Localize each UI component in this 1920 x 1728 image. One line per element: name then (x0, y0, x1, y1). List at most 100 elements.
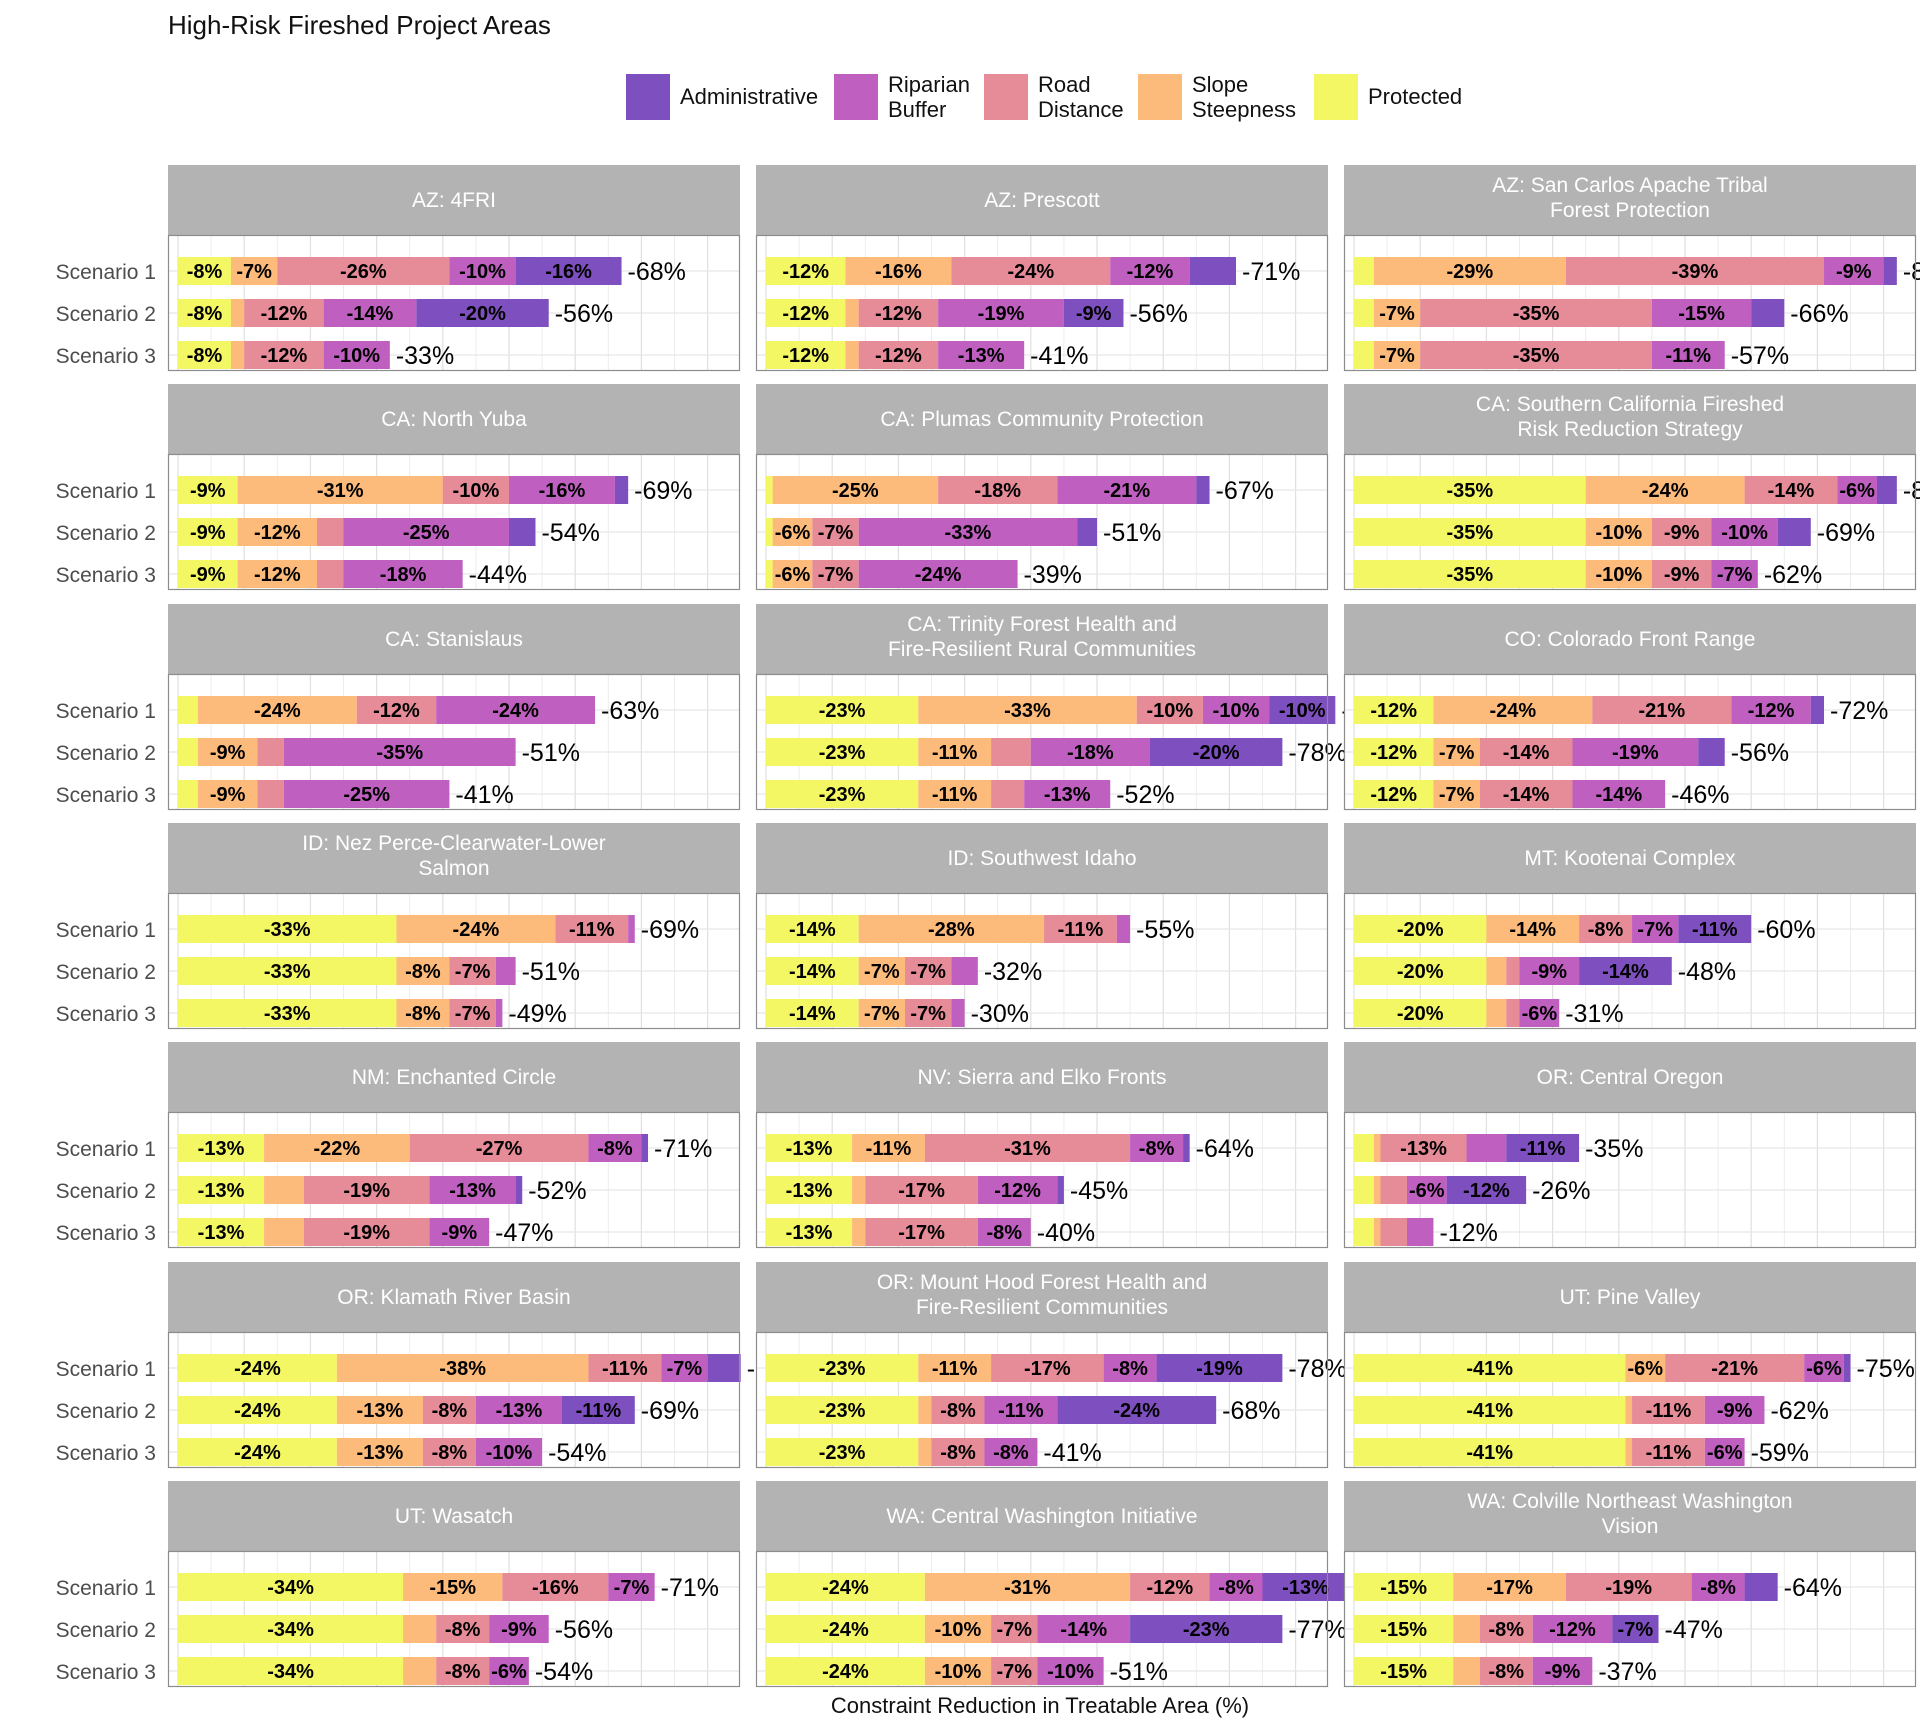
legend-swatch-protected (1314, 74, 1358, 120)
bar-segment-road (1479, 738, 1573, 766)
bar-segment-road (422, 1438, 476, 1466)
facet-strip (756, 165, 1328, 235)
segment-label: -24% (822, 1661, 869, 1683)
segment-label: -11% (569, 919, 615, 941)
bar-segment-road (257, 738, 284, 766)
bar-segment-road (991, 1657, 1038, 1685)
facet-strip (168, 604, 740, 674)
bar-segment-protected (178, 696, 198, 724)
bar-segment-slope (1486, 999, 1507, 1027)
bar-segment-road (449, 999, 496, 1027)
segment-label: -10% (1595, 522, 1642, 544)
total-label: -63% (601, 697, 659, 725)
bar-segment-road (931, 1396, 985, 1424)
segment-label: -7% (1618, 1619, 1654, 1641)
segment-label: -13% (357, 1442, 404, 1464)
row-label: Scenario 2 (56, 1619, 156, 1642)
segment-label: -6% (1839, 480, 1875, 502)
total-label: -75% (1857, 1355, 1915, 1383)
bar-segment-riparian (475, 1438, 543, 1466)
bar-segment-protected (178, 1176, 265, 1204)
segment-label: -27% (476, 1138, 523, 1160)
segment-label: -8% (1488, 1619, 1524, 1641)
total-label: -51% (522, 958, 580, 986)
bar-segment-slope (918, 1354, 992, 1382)
bar-segment-slope (1585, 560, 1652, 588)
bar-segment-protected (1354, 560, 1586, 588)
total-label: -49% (508, 1000, 566, 1028)
bar-segment-slope (197, 780, 258, 808)
total-label: -54% (535, 1658, 593, 1686)
segment-label: -14% (789, 919, 836, 941)
segment-label: -15% (1380, 1577, 1427, 1599)
segment-label: -8% (1112, 1358, 1148, 1380)
total-label: -32% (984, 958, 1042, 986)
total-label: -39% (1024, 561, 1082, 589)
segment-label: -22% (314, 1138, 361, 1160)
segment-label: -24% (234, 1442, 281, 1464)
total-label: -37% (1598, 1658, 1656, 1686)
total-label: -82% (1903, 258, 1920, 286)
bar-segment-protected (1354, 738, 1434, 766)
segment-label: -14% (1509, 919, 1556, 941)
bar-segment-protected (766, 915, 859, 943)
segment-label: -8% (1588, 919, 1624, 941)
facet-strip (168, 1262, 740, 1332)
bar-segment-protected (178, 738, 198, 766)
segment-label: -12% (1127, 261, 1174, 283)
segment-label: -16% (532, 1577, 579, 1599)
bar-segment-slope (852, 1134, 925, 1162)
row-label: Scenario 3 (56, 1222, 156, 1245)
segment-label: -35% (376, 742, 423, 764)
panel-border (167, 1550, 741, 1688)
segment-label: -28% (928, 919, 975, 941)
row-label: Scenario 1 (56, 1577, 156, 1600)
total-label: -46% (1671, 781, 1729, 809)
bar-segment-road (905, 957, 952, 985)
bar-segment-riparian (1024, 780, 1111, 808)
row-label: Scenario 2 (56, 742, 156, 765)
bar-segment-riparian (977, 1176, 1058, 1204)
segment-label: -13% (496, 1400, 543, 1422)
total-label: -30% (971, 1000, 1029, 1028)
total-label: -54% (541, 519, 599, 547)
bar-segment-road (865, 1176, 978, 1204)
segment-label: -12% (1370, 700, 1417, 722)
segment-label: -12% (1748, 700, 1795, 722)
bar-segment-slope (264, 1218, 304, 1246)
facet-panel: CA: Plumas Community Protection -25% -18% -… (755, 384, 1329, 591)
bar-segment-slope (264, 1134, 410, 1162)
segment-label: -13% (449, 1180, 496, 1202)
bar-segment-protected (766, 1657, 925, 1685)
segment-label: -23% (819, 1358, 866, 1380)
bar-segment-road (1744, 476, 1838, 504)
segment-label: -24% (234, 1358, 281, 1380)
bar-segment-road (1592, 696, 1732, 724)
segment-label: -12% (1549, 1619, 1596, 1641)
segment-label: -9% (1664, 522, 1700, 544)
bar-segment-administrative (1189, 257, 1237, 285)
bar-segment-slope (336, 1396, 423, 1424)
segment-label: -12% (254, 522, 301, 544)
bar-segment-road (1632, 1438, 1705, 1466)
bar-segment-riparian (1110, 257, 1190, 285)
segment-label: -34% (267, 1577, 314, 1599)
bar-segment-administrative (1269, 696, 1336, 724)
bar-segment-road (303, 1218, 430, 1246)
bar-segment-slope (403, 1615, 437, 1643)
bar-segment-road (938, 476, 1058, 504)
bar-segment-protected (766, 1438, 919, 1466)
bar-segment-road (858, 299, 939, 327)
bar-segment-protected (178, 560, 238, 588)
bar-segment-riparian (1632, 915, 1679, 943)
segment-label: -13% (1282, 1577, 1329, 1599)
segment-label: -9% (1532, 961, 1568, 983)
bar-segment-riparian (1116, 915, 1131, 943)
total-label: -68% (628, 258, 686, 286)
total-label: -82% (1903, 477, 1920, 505)
total-label: -71% (654, 1135, 712, 1163)
segment-label: -14% (1503, 784, 1550, 806)
bar-segment-protected (766, 341, 846, 369)
bar-segment-slope (1373, 1218, 1381, 1246)
